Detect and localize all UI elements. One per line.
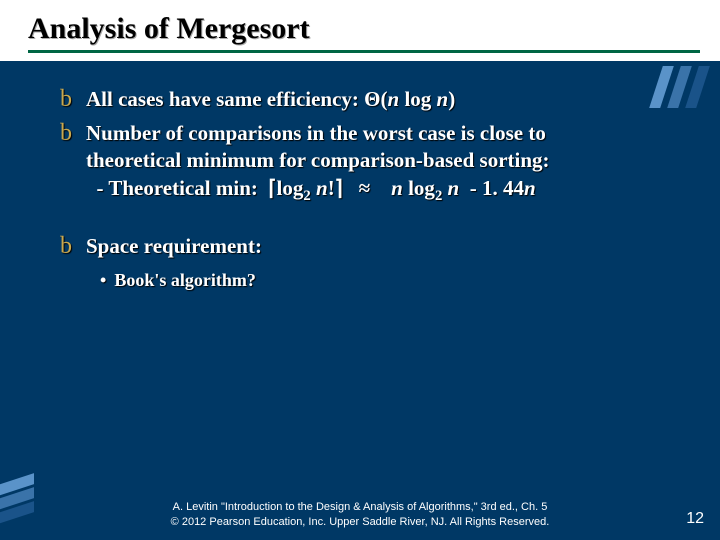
bullet-icon: b bbox=[60, 231, 86, 263]
bullet-item: b Space requirement: bbox=[60, 233, 680, 263]
title-underline bbox=[28, 50, 700, 53]
sub-bullet-icon: • bbox=[100, 270, 106, 290]
content-area: b All cases have same efficiency: Θ(n lo… bbox=[0, 64, 720, 301]
bullet-text: Number of comparisons in the worst case … bbox=[86, 120, 680, 207]
sub-bullet-item: • Book's algorithm? bbox=[100, 270, 680, 291]
page-number: 12 bbox=[686, 510, 704, 528]
slide-title: Analysis of Mergesort bbox=[28, 12, 700, 46]
bullet-text: Space requirement: bbox=[86, 233, 680, 261]
bullet-icon: b bbox=[60, 84, 86, 116]
bullet-icon: b bbox=[60, 118, 86, 150]
footer-line: © 2012 Pearson Education, Inc. Upper Sad… bbox=[0, 515, 720, 530]
bullet-item: b All cases have same efficiency: Θ(n lo… bbox=[60, 86, 680, 116]
title-area: Analysis of Mergesort bbox=[0, 0, 720, 64]
footer: A. Levitin "Introduction to the Design &… bbox=[0, 500, 720, 530]
footer-line: A. Levitin "Introduction to the Design &… bbox=[0, 500, 720, 515]
bullet-item: b Number of comparisons in the worst cas… bbox=[60, 120, 680, 207]
bullet-text: All cases have same efficiency: Θ(n log … bbox=[86, 86, 680, 114]
sub-bullet-text: Book's algorithm? bbox=[114, 270, 256, 290]
decor-stripes-top bbox=[656, 66, 706, 113]
